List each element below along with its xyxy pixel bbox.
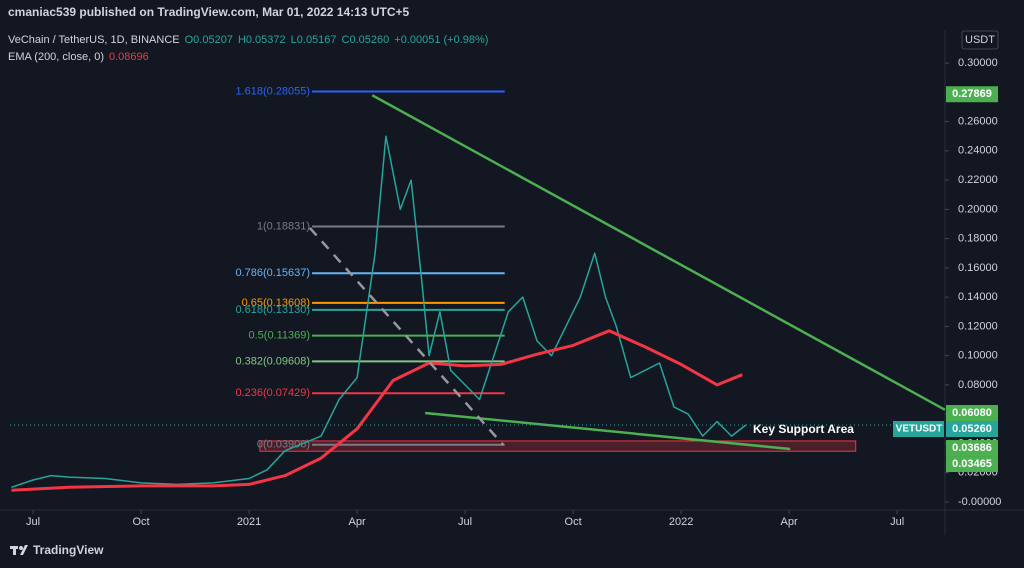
- footer: TradingView: [33, 543, 104, 557]
- symbol-label: VETUSDT: [896, 424, 943, 435]
- y-tick-label: 0.26000: [958, 115, 998, 127]
- series-line: [11, 135, 747, 489]
- legend-line: EMA (200, close, 0) 0.08696: [8, 51, 149, 63]
- y-tick-label: 0.18000: [958, 233, 998, 245]
- legend-ohlc: O0.05207: [185, 34, 233, 46]
- support-zone: [259, 440, 857, 452]
- y-tick-label: 0.22000: [958, 174, 998, 186]
- fib-label: 0.786(0.15637): [235, 267, 310, 279]
- header: cmaniac539 published on TradingView.com,…: [8, 5, 409, 19]
- y-tick-label: 0.10000: [958, 350, 998, 362]
- price-label: 0.03686: [952, 442, 992, 454]
- y-tick-label: 0.14000: [958, 291, 998, 303]
- trendline: [424, 411, 791, 451]
- legend-ohlc: L0.05167: [291, 34, 337, 46]
- x-tick-label: Jul: [890, 516, 904, 528]
- x-tick-label: Jul: [458, 516, 472, 528]
- fib-label: 1.618(0.28055): [235, 85, 310, 97]
- fib-label: 0.382(0.09608): [235, 355, 310, 367]
- legend-change: +0.00051 (+0.98%): [394, 34, 488, 46]
- legend-ohlc: H0.05372: [238, 34, 286, 46]
- trendline: [371, 94, 946, 411]
- price-label: 0.05260: [952, 423, 992, 435]
- legend-symbol: VeChain / TetherUS, 1D, BINANCE: [8, 34, 180, 46]
- fib-label: 0.618(0.13130): [235, 304, 310, 316]
- y-tick-label: 0.20000: [958, 203, 998, 215]
- y-tick-label: -0.00000: [958, 496, 1001, 508]
- currency[interactable]: USDT: [965, 34, 995, 46]
- fib-label: 1(0.18831): [257, 220, 310, 232]
- price-label: 0.06080: [952, 407, 992, 419]
- x-tick-label: 2022: [669, 516, 693, 528]
- price-label: 0.27869: [952, 88, 992, 100]
- fib-label: 0.236(0.07429): [235, 387, 310, 399]
- price-label-box: [946, 421, 998, 438]
- trendline: [308, 227, 505, 446]
- legend-line: VeChain / TetherUS, 1D, BINANCE O0.05207 H…: [8, 34, 488, 46]
- price-label: 0.03465: [952, 458, 992, 470]
- fib-label: 0(0.03906): [257, 439, 310, 451]
- legend-ohlc: C0.05260: [342, 34, 390, 46]
- symbol-box: [893, 421, 944, 438]
- currency-box[interactable]: [961, 30, 999, 50]
- x-tick-label: Apr: [349, 516, 366, 528]
- fib-label: 0.65(0.13608): [242, 297, 311, 309]
- logo: [10, 545, 28, 555]
- price-label-box: [946, 456, 998, 473]
- y-tick-label: 0.08000: [958, 379, 998, 391]
- annotation: Key Support Area: [753, 422, 854, 436]
- y-tick-label: 0.16000: [958, 262, 998, 274]
- y-tick-label: 0.30000: [958, 57, 998, 69]
- legend-ema-value: 0.08696: [109, 51, 149, 63]
- price-label-box: [946, 440, 998, 457]
- price-label-box: [946, 86, 998, 103]
- fib-label: 0.5(0.11369): [248, 330, 310, 342]
- y-tick-label: 0.12000: [958, 320, 998, 332]
- legend-ema-name: EMA (200, close, 0): [8, 51, 104, 63]
- x-tick-label: Jul: [26, 516, 40, 528]
- price-label-box: [946, 405, 998, 422]
- x-tick-label: Apr: [781, 516, 798, 528]
- x-tick-label: Oct: [132, 516, 149, 528]
- y-tick-label: 0.24000: [958, 145, 998, 157]
- x-tick-label: Oct: [565, 516, 582, 528]
- x-tick-label: 2021: [237, 516, 261, 528]
